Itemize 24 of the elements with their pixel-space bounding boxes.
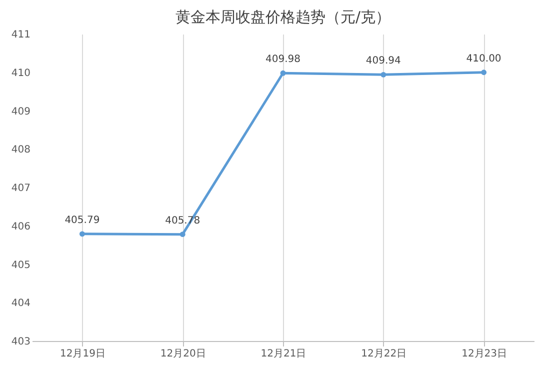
text: 409.98 (266, 54, 300, 66)
y-tick-label: 404 (11, 298, 30, 310)
y-tick-label: 411 (11, 30, 30, 40)
y-tick-label: 410 (11, 68, 30, 79)
x-tick-label: 12月23日 (462, 348, 508, 360)
x-tick-label: 12月22日 (361, 348, 407, 360)
point (481, 70, 487, 76)
text: 409.94 (366, 56, 401, 67)
x-tick-label: 12月20日 (160, 348, 206, 360)
x-tick-label: 12月21日 (260, 348, 306, 360)
point (180, 232, 186, 238)
text: 405.79 (64, 214, 100, 226)
y-tick-label: 408 (11, 144, 30, 156)
y-tick-label: 406 (11, 221, 30, 232)
point (79, 231, 85, 237)
text: 410.00 (466, 53, 502, 64)
point (380, 72, 386, 78)
chart-title: 黄金本周收盘价格趋势（元/克） (175, 8, 391, 26)
x-tick-label: 12月19日 (60, 348, 106, 360)
y-tick-label: 403 (11, 336, 30, 348)
y-tick-label: 405 (11, 260, 30, 271)
point (280, 70, 286, 76)
y-tick-label: 409 (11, 106, 30, 118)
y-tick-label: 407 (11, 183, 30, 194)
